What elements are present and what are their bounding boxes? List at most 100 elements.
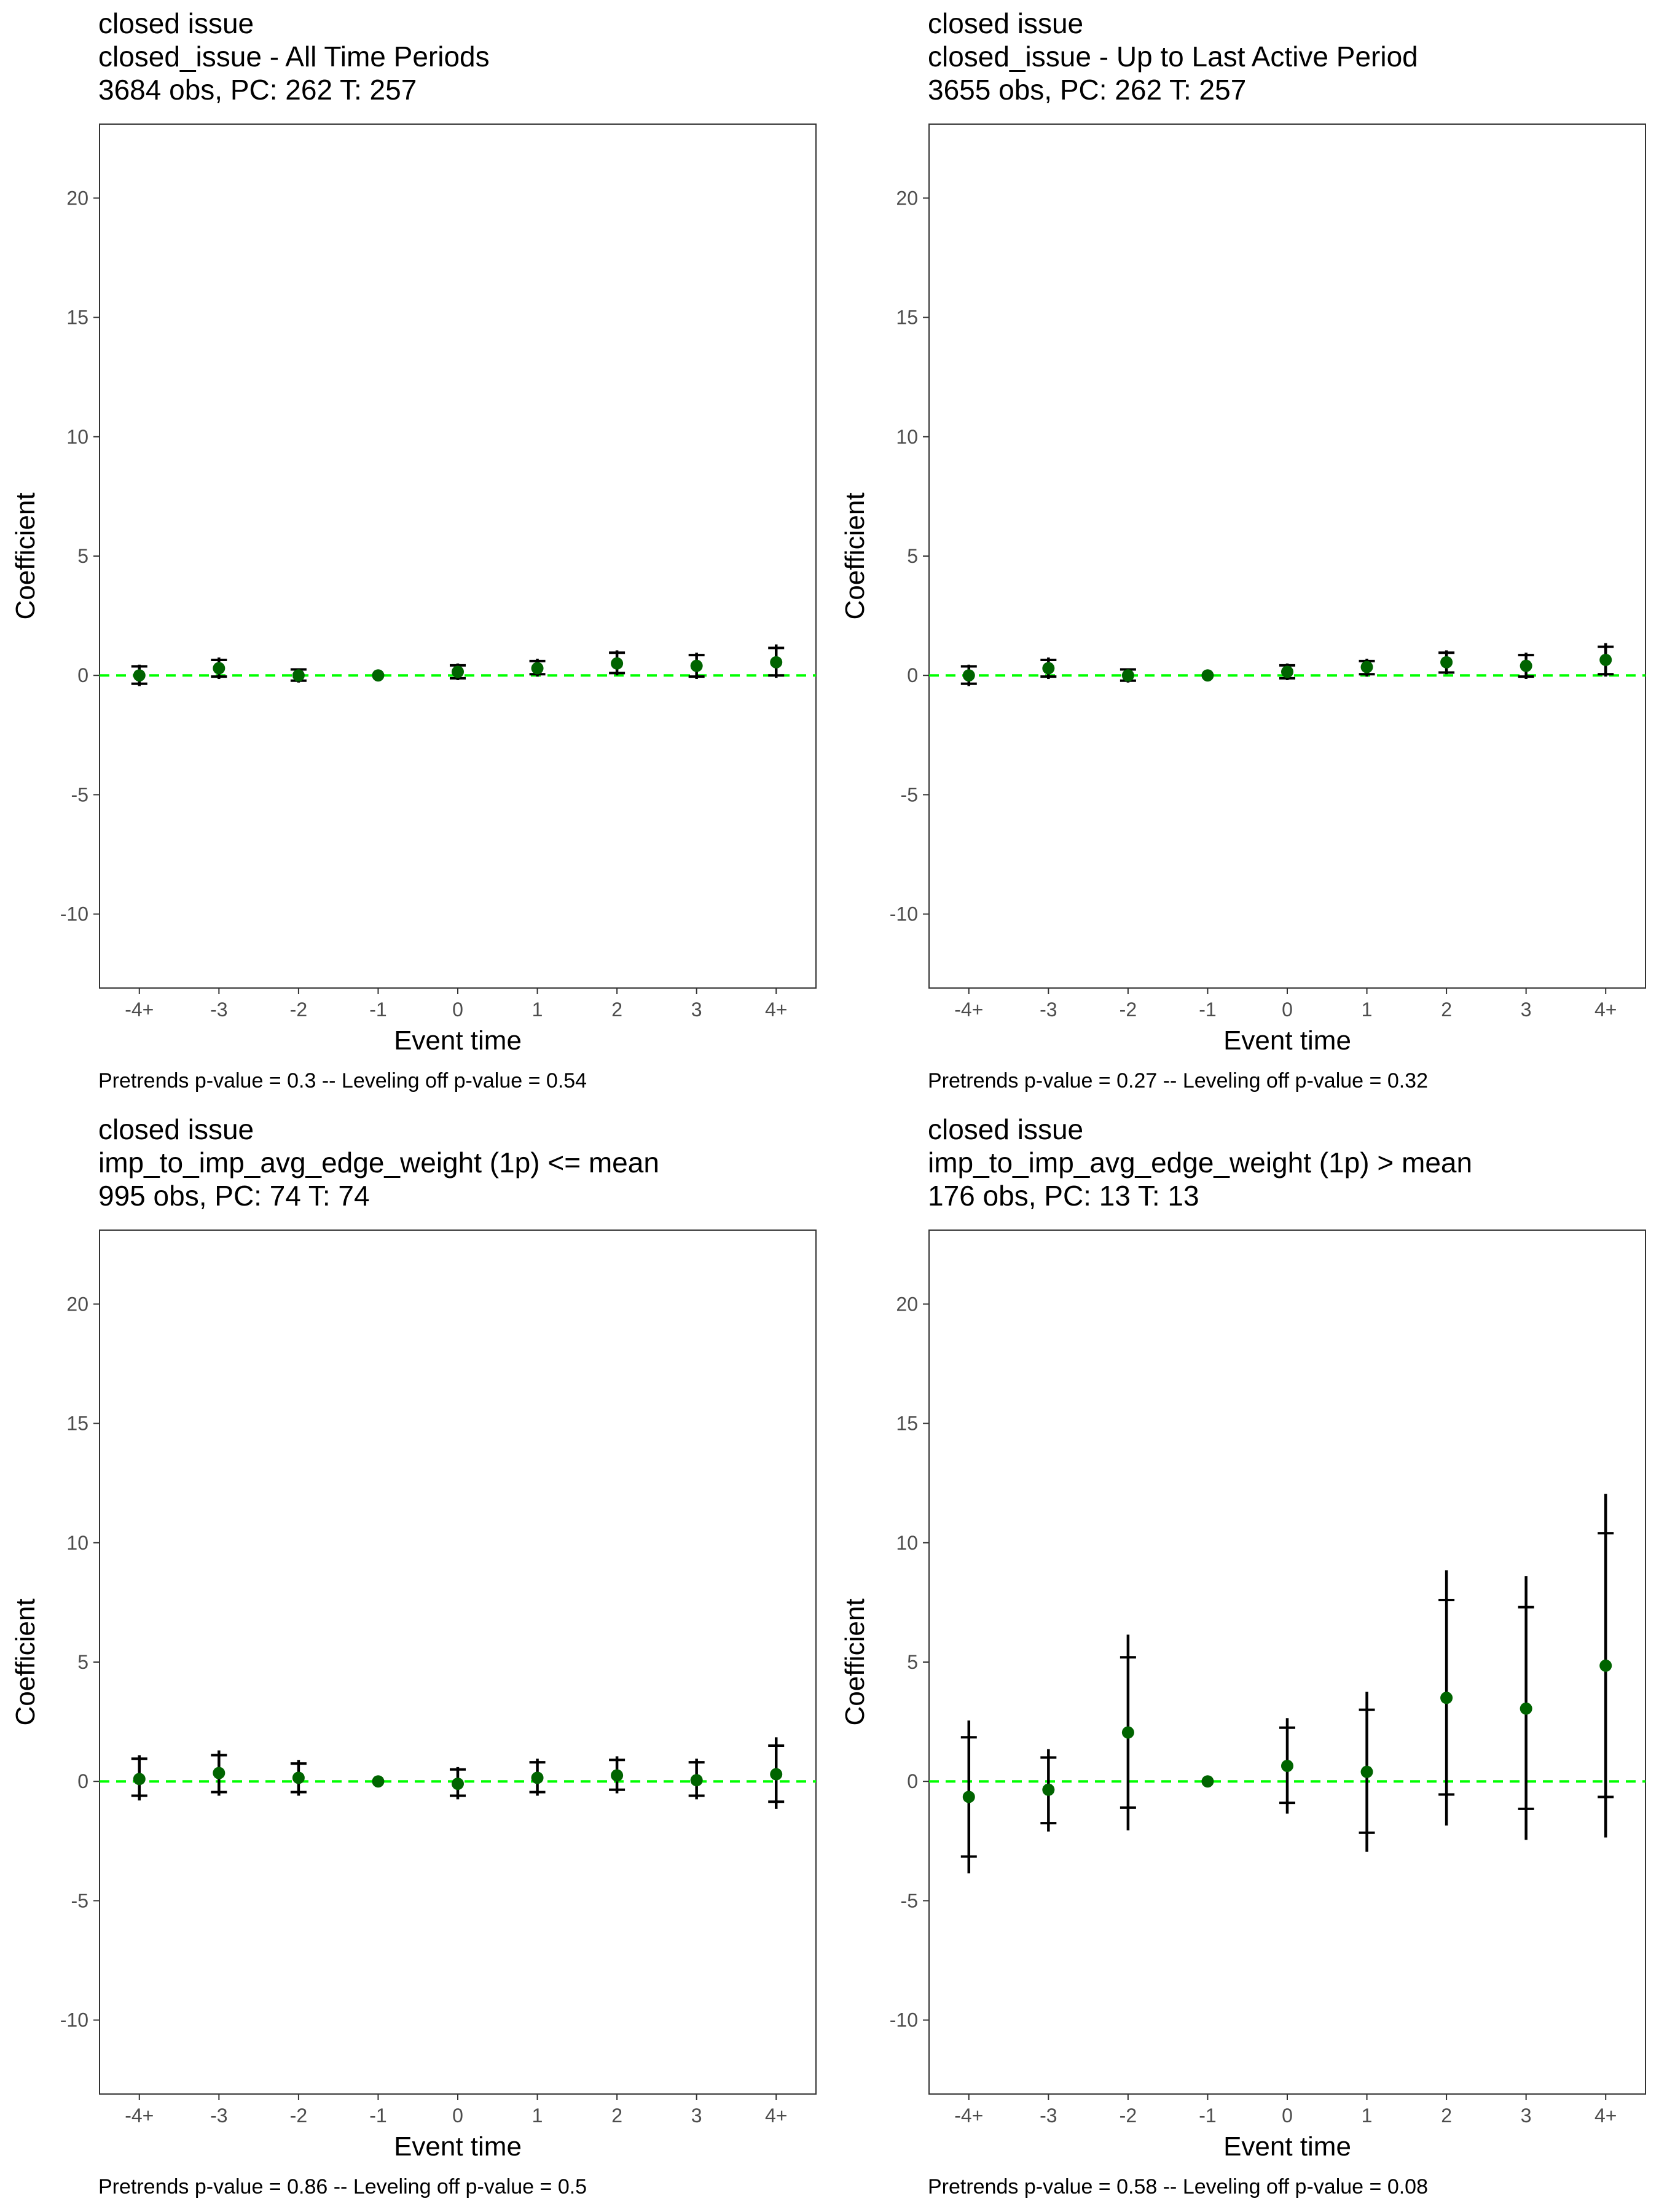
- x-tick-label: 0: [452, 2104, 463, 2127]
- point-estimate: [1360, 1765, 1373, 1778]
- y-tick-label: -10: [60, 903, 88, 925]
- estimate-group: [688, 1759, 705, 1800]
- y-axis-title: Coefficient: [10, 492, 41, 619]
- point-estimate: [133, 1773, 146, 1786]
- y-axis-title: Coefficient: [840, 492, 870, 619]
- plot-panel-border: [99, 124, 817, 989]
- x-tick-label: -1: [1199, 998, 1216, 1021]
- estimate-group: [960, 1720, 977, 1873]
- y-tick-label: -5: [71, 783, 88, 806]
- estimate-group: [1359, 659, 1375, 677]
- point-estimate: [690, 1774, 703, 1787]
- point-estimate: [1440, 1692, 1453, 1704]
- y-tick-label: 15: [896, 307, 918, 329]
- y-tick-label: 0: [907, 664, 918, 686]
- estimate-group: [529, 659, 546, 677]
- estimate-group: [1120, 1634, 1136, 1830]
- y-tick-label: -10: [890, 903, 918, 925]
- x-axis-title: Event time: [1223, 2132, 1351, 2162]
- point-estimate: [1440, 656, 1453, 669]
- y-tick-label: 10: [896, 1532, 918, 1554]
- x-tick-label: -2: [290, 2104, 307, 2127]
- x-tick-label: 4+: [1594, 998, 1617, 1021]
- x-tick-label: -4+: [954, 2104, 983, 2127]
- point-estimate: [962, 669, 975, 682]
- y-tick-label: 10: [66, 1532, 88, 1554]
- y-axis-title: Coefficient: [10, 1598, 41, 1725]
- x-tick-label: -3: [1040, 998, 1057, 1021]
- estimate-group: [1518, 1576, 1534, 1840]
- y-tick-label: -5: [901, 1889, 918, 1912]
- estimate-group: [1201, 1775, 1214, 1788]
- y-tick-label: 20: [896, 187, 918, 209]
- y-tick-label: 20: [896, 1293, 918, 1315]
- point-estimate: [213, 662, 226, 675]
- y-tick-label: 20: [66, 187, 88, 209]
- y-tick-label: 0: [907, 1770, 918, 1792]
- point-estimate: [1281, 1759, 1293, 1772]
- x-tick-label: 1: [1362, 998, 1373, 1021]
- y-tick-label: -10: [60, 2009, 88, 2031]
- y-tick-label: 15: [66, 307, 88, 329]
- x-tick-label: 0: [1282, 2104, 1293, 2127]
- estimate-group: [1040, 1749, 1057, 1832]
- estimate-group: [1598, 643, 1614, 677]
- estimate-group: [688, 653, 705, 680]
- estimate-group: [960, 664, 977, 686]
- y-tick-label: -5: [71, 1889, 88, 1912]
- y-tick-label: 5: [907, 545, 918, 567]
- y-tick-label: -10: [890, 2009, 918, 2031]
- estimate-group: [1201, 669, 1214, 682]
- y-tick-label: 20: [66, 1293, 88, 1315]
- point-estimate: [292, 1771, 305, 1784]
- x-tick-label: 4+: [1594, 2104, 1617, 2127]
- point-estimate: [452, 665, 464, 678]
- x-tick-label: -2: [1120, 998, 1137, 1021]
- point-estimate: [1201, 1775, 1214, 1788]
- p-value-caption: Pretrends p-value = 0.3 -- Leveling off …: [98, 1069, 587, 1092]
- x-tick-label: -4+: [125, 2104, 154, 2127]
- estimate-group: [609, 1756, 626, 1794]
- chart-subtitle: closed_issue - Up to Last Active Period: [928, 41, 1418, 73]
- x-tick-label: -2: [1120, 2104, 1137, 2127]
- y-tick-label: 5: [77, 545, 88, 567]
- y-tick-label: 0: [77, 1770, 88, 1792]
- estimate-group: [131, 664, 147, 686]
- x-tick-label: 1: [532, 2104, 543, 2127]
- sample-info: 995 obs, PC: 74 T: 74: [98, 1180, 370, 1212]
- point-estimate: [690, 659, 703, 672]
- x-tick-label: -4+: [125, 998, 154, 1021]
- point-estimate: [611, 1769, 624, 1782]
- estimate-group: [1359, 1692, 1375, 1852]
- chart-subtitle: imp_to_imp_avg_edge_weight (1p) <= mean: [98, 1147, 659, 1179]
- x-tick-label: 3: [691, 2104, 702, 2127]
- x-axis-title: Event time: [394, 2132, 522, 2162]
- point-estimate: [531, 1771, 544, 1784]
- chart-title: closed issue: [98, 7, 254, 39]
- x-tick-label: -1: [369, 998, 386, 1021]
- x-tick-label: 2: [611, 998, 622, 1021]
- x-tick-label: 2: [1441, 2104, 1452, 2127]
- panel-all-time-periods: closed issue closed_issue - All Time Peri…: [0, 0, 830, 1106]
- x-tick-label: 1: [1362, 2104, 1373, 2127]
- estimate-group: [1279, 1718, 1295, 1814]
- x-tick-label: 1: [532, 998, 543, 1021]
- chart-subtitle: imp_to_imp_avg_edge_weight (1p) > mean: [928, 1147, 1472, 1179]
- estimate-group: [1279, 663, 1295, 680]
- point-estimate: [962, 1790, 975, 1803]
- x-tick-label: 4+: [765, 2104, 787, 2127]
- chart-title: closed issue: [928, 7, 1083, 39]
- chart-subtitle: closed_issue - All Time Periods: [98, 41, 490, 73]
- estimate-group: [450, 1767, 466, 1800]
- estimate-group: [290, 668, 307, 683]
- y-tick-label: 15: [896, 1413, 918, 1435]
- estimate-group: [372, 669, 385, 682]
- x-tick-label: -3: [1040, 2104, 1057, 2127]
- y-tick-label: 0: [77, 664, 88, 686]
- estimate-group: [1598, 1494, 1614, 1838]
- estimate-group: [1040, 657, 1057, 680]
- point-estimate: [770, 656, 783, 669]
- point-estimate: [1360, 661, 1373, 673]
